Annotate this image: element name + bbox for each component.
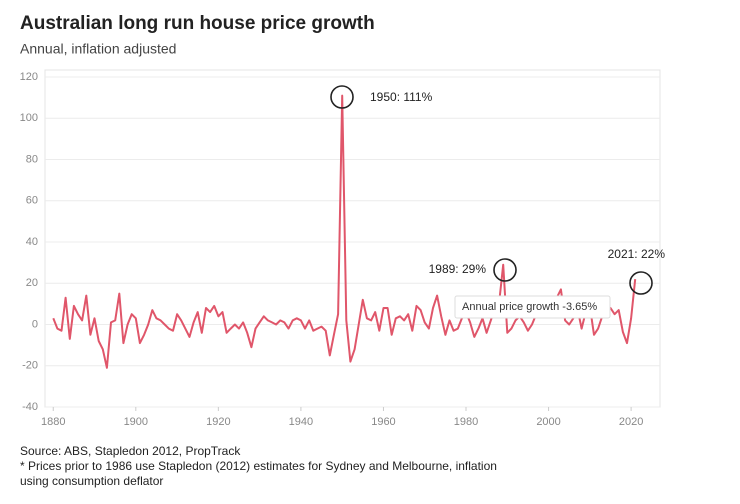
y-tick-label: -40 [22, 401, 38, 413]
x-tick-label: 1980 [454, 416, 478, 428]
x-tick-label: 1880 [41, 416, 65, 428]
highlight-circle [629, 271, 653, 295]
y-tick-label: -20 [22, 360, 38, 372]
price-growth-line [52, 94, 637, 369]
chart-subtitle: Annual, inflation adjusted [20, 41, 176, 57]
tooltip-box [454, 295, 611, 319]
highlight-circle [493, 258, 517, 282]
y-tick-label: 20 [26, 277, 38, 289]
chart-title: Australian long run house price growth [20, 13, 375, 34]
x-tick-label: 1900 [124, 416, 148, 428]
highlight-circle [330, 85, 354, 109]
y-tick-label: 40 [26, 236, 38, 248]
source-note: Source: ABS, Stapledon 2012, PropTrack [20, 444, 241, 458]
source-note: * Prices prior to 1986 use Stapledon (20… [20, 459, 497, 473]
y-tick-label: 60 [26, 195, 38, 207]
source-note: using consumption deflator [20, 474, 163, 488]
y-tick-label: 80 [26, 153, 38, 165]
y-tick-label: 120 [20, 71, 38, 83]
x-tick-label: 1940 [289, 416, 313, 428]
x-tick-label: 1960 [371, 416, 395, 428]
y-tick-label: 100 [20, 112, 38, 124]
tooltip-text: Annual price growth -3.65% [462, 301, 597, 313]
y-tick-label: 0 [32, 318, 38, 330]
x-tick-label: 1920 [206, 416, 230, 428]
x-tick-label: 2000 [536, 416, 560, 428]
annotation: 2021: 22% [608, 247, 666, 261]
annotation: 1989: 29% [429, 262, 487, 276]
annotation: 1950: 111% [370, 90, 433, 104]
x-tick-label: 2020 [619, 416, 643, 428]
